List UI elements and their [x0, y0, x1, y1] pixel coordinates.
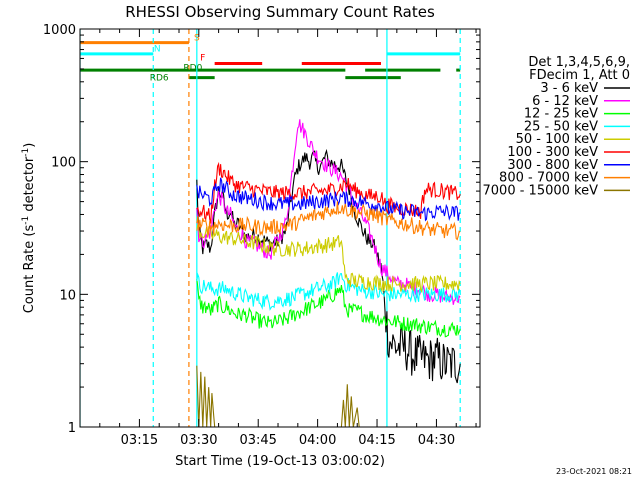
series-line-12-25kev [196, 278, 461, 338]
legend-header-detectors: Det 1,3,4,5,6,9, [528, 55, 630, 70]
y-axis-ticks: 1 10 100 1000 [43, 23, 480, 436]
x-tick-label: 04:00 [299, 433, 336, 448]
legend-header-decimation: FDecim 1, Att 0 [529, 68, 630, 83]
flag-label-rd6: RD6 [150, 74, 169, 84]
series-line-100-300kev [196, 161, 461, 224]
x-tick-label: 04:30 [418, 433, 455, 448]
x-tick-label: 03:15 [121, 433, 158, 448]
series-line-50-100kev [196, 224, 461, 294]
flag-label-n: N [154, 44, 161, 54]
flag-label-s: S [194, 34, 200, 44]
series-line-25-50kev [196, 272, 461, 311]
legend-label-1: 6 - 12 keV [532, 94, 598, 109]
legend-label-4: 50 - 100 keV [516, 132, 599, 147]
series-lines [196, 119, 461, 427]
x-tick-label: 04:15 [358, 433, 395, 448]
legend-label-3: 25 - 50 keV [524, 119, 598, 134]
legend-label-2: 12 - 25 keV [524, 107, 598, 122]
series-line-800-7000kev [196, 201, 461, 241]
y-tick-label: 10 [59, 288, 76, 303]
x-axis-label: Start Time (19-Oct-13 03:00:02) [175, 454, 385, 469]
y-axis-label: Count Rate (s-1 detector-1) [21, 143, 37, 314]
legend-label-8: 7000 - 15000 keV [483, 183, 599, 198]
footer-date: 23-Oct-2021 08:21 [556, 467, 632, 476]
flag-bars [80, 41, 461, 80]
y-tick-label: 1 [68, 421, 76, 436]
legend-label-0: 3 - 6 keV [540, 81, 598, 96]
legend-label-7: 800 - 7000 keV [499, 171, 598, 186]
legend-label-6: 300 - 800 keV [507, 158, 598, 173]
axes [79, 28, 481, 428]
flag-label-rd0: RD0 [183, 64, 202, 74]
x-tick-label: 03:30 [180, 433, 217, 448]
series-line-300-800kev [196, 177, 461, 222]
x-tick-label: 03:45 [239, 433, 276, 448]
legend-label-5: 100 - 300 keV [507, 145, 598, 160]
x-axis-ticks: 03:15 03:30 03:45 04:00 04:15 04:30 [99, 29, 477, 448]
chart-title: RHESSI Observing Summary Count Rates [125, 3, 435, 21]
legend: Det 1,3,4,5,6,9, FDecim 1, Att 0 3 - 6 k… [483, 55, 630, 198]
y-tick-label: 1000 [43, 23, 76, 38]
y-tick-label: 100 [51, 156, 76, 171]
flag-label-f: F [200, 53, 205, 63]
plot-frame [79, 28, 481, 428]
